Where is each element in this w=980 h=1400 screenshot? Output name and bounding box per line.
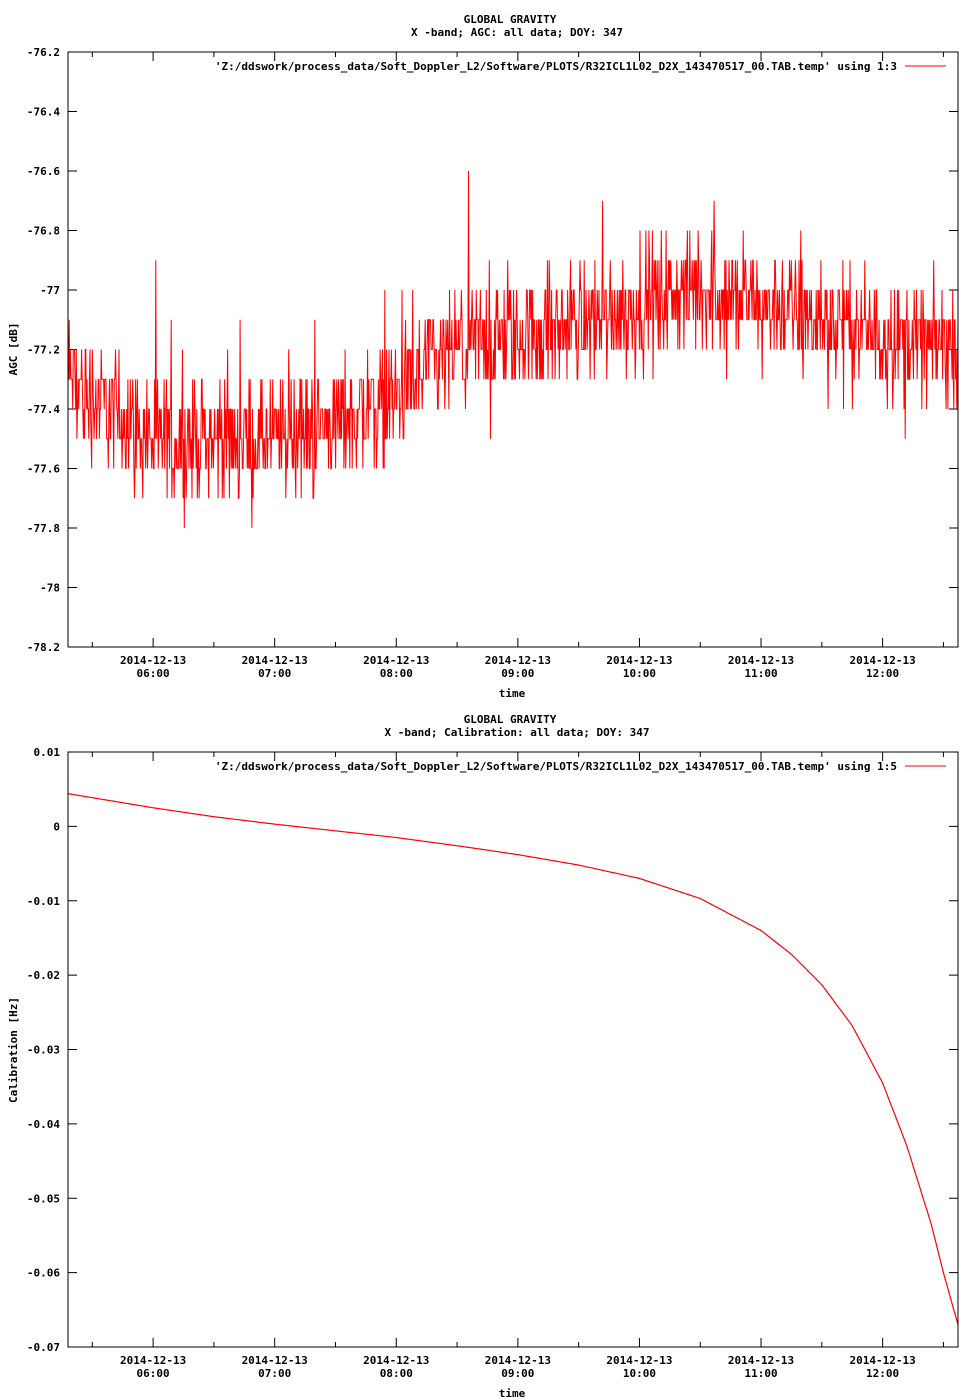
agc-x-axis-label: time — [499, 687, 526, 700]
agc-legend-label: 'Z:/ddswork/process_data/Soft_Doppler_L2… — [215, 60, 897, 73]
calibration-x-tick-time: 12:00 — [866, 1367, 899, 1380]
agc-chart-subtitle: X -band; AGC: all data; DOY: 347 — [411, 26, 623, 39]
agc-chart: GLOBAL GRAVITY X -band; AGC: all data; D… — [7, 13, 959, 700]
calibration-x-tick-date: 2014-12-13 — [850, 1354, 916, 1367]
calibration-y-tick-label: -0.04 — [27, 1118, 60, 1131]
calibration-legend-label: 'Z:/ddswork/process_data/Soft_Doppler_L2… — [215, 760, 897, 773]
calibration-x-tick-time: 06:00 — [137, 1367, 170, 1380]
agc-x-tick-time: 12:00 — [866, 667, 899, 680]
calibration-x-tick-date: 2014-12-13 — [485, 1354, 551, 1367]
agc-chart-title: GLOBAL GRAVITY — [464, 13, 557, 26]
agc-y-tick-label: -77.2 — [27, 344, 60, 357]
calibration-y-tick-label: -0.05 — [27, 1192, 60, 1205]
agc-y-tick-label: -76.8 — [27, 225, 60, 238]
agc-y-ticks: -76.2 -76.4 -76.6 -76.8 -77 -77.2 -77.4 -77.6 -7… — [27, 46, 958, 654]
agc-y-tick-label: -76.2 — [27, 46, 60, 59]
agc-y-tick-label: -76.4 — [27, 106, 60, 119]
calibration-y-ticks: 0.01 0 -0.01 -0.02 -0.03 -0.04 -0.05 -0.06 -0.07 — [27, 746, 958, 1354]
agc-y-tick-label: -77.6 — [27, 463, 60, 476]
agc-y-tick-label: -77.4 — [27, 403, 60, 416]
calibration-x-tick-time: 08:00 — [380, 1367, 413, 1380]
agc-x-tick-time: 10:00 — [623, 667, 656, 680]
agc-series-line — [68, 170, 959, 529]
agc-x-tick-date: 2014-12-13 — [242, 654, 308, 667]
calibration-y-tick-label: -0.07 — [27, 1341, 60, 1354]
calibration-x-tick-date: 2014-12-13 — [242, 1354, 308, 1367]
calibration-x-tick-date: 2014-12-13 — [728, 1354, 794, 1367]
agc-x-tick-date: 2014-12-13 — [120, 654, 186, 667]
calibration-x-tick-date: 2014-12-13 — [120, 1354, 186, 1367]
calibration-y-tick-label: -0.02 — [27, 969, 60, 982]
agc-x-tick-time: 07:00 — [258, 667, 291, 680]
calibration-x-tick-date: 2014-12-13 — [363, 1354, 429, 1367]
agc-y-axis-label: AGC [dB] — [7, 323, 20, 376]
agc-x-tick-date: 2014-12-13 — [485, 654, 551, 667]
calibration-y-tick-label: -0.01 — [27, 895, 60, 908]
agc-y-tick-label: -77.8 — [27, 522, 60, 535]
calibration-chart-title: GLOBAL GRAVITY — [464, 713, 557, 726]
calibration-chart-subtitle: X -band; Calibration: all data; DOY: 347 — [385, 726, 650, 739]
calibration-x-tick-time: 10:00 — [623, 1367, 656, 1380]
calibration-y-tick-label: 0.01 — [34, 746, 61, 759]
calibration-x-tick-time: 11:00 — [744, 1367, 777, 1380]
agc-plot-frame — [67, 51, 959, 648]
calibration-y-axis-label: Calibration [Hz] — [7, 997, 20, 1103]
calibration-x-tick-date: 2014-12-13 — [606, 1354, 672, 1367]
calibration-y-tick-label: 0 — [53, 820, 60, 833]
calibration-x-tick-time: 09:00 — [501, 1367, 534, 1380]
calibration-y-tick-label: -0.03 — [27, 1044, 60, 1057]
agc-x-tick-time: 11:00 — [744, 667, 777, 680]
agc-x-tick-date: 2014-12-13 — [606, 654, 672, 667]
agc-x-ticks: 2014-12-1306:002014-12-1307:002014-12-13… — [91, 52, 944, 680]
agc-x-tick-date: 2014-12-13 — [363, 654, 429, 667]
calibration-x-axis-label: time — [499, 1387, 526, 1400]
calibration-x-tick-time: 07:00 — [258, 1367, 291, 1380]
calibration-plot-frame — [67, 751, 959, 1348]
calibration-chart: GLOBAL GRAVITY X -band; Calibration: all… — [7, 713, 959, 1400]
agc-x-tick-date: 2014-12-13 — [728, 654, 794, 667]
calibration-x-ticks: 2014-12-1306:002014-12-1307:002014-12-13… — [91, 752, 944, 1380]
agc-y-tick-label: -78 — [40, 582, 60, 595]
agc-x-tick-time: 06:00 — [137, 667, 170, 680]
calibration-series-line — [67, 793, 959, 1325]
agc-x-tick-time: 09:00 — [501, 667, 534, 680]
agc-y-tick-label: -77 — [40, 284, 60, 297]
agc-x-tick-date: 2014-12-13 — [850, 654, 916, 667]
agc-y-tick-label: -78.2 — [27, 641, 60, 654]
calibration-y-tick-label: -0.06 — [27, 1267, 60, 1280]
agc-x-tick-time: 08:00 — [380, 667, 413, 680]
agc-y-tick-label: -76.6 — [27, 165, 60, 178]
